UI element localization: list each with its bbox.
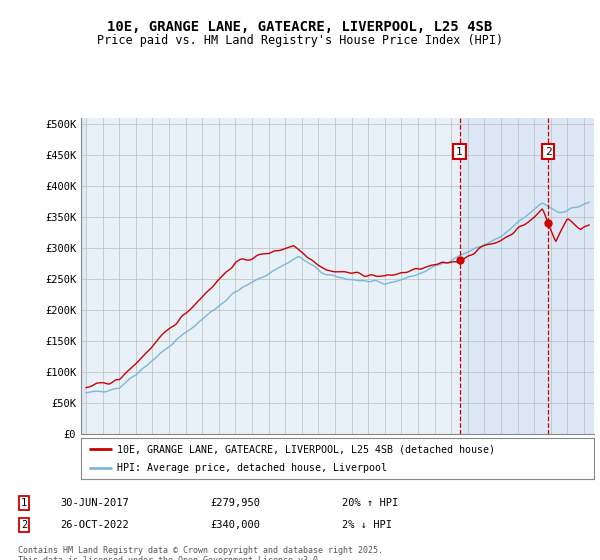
Text: 10E, GRANGE LANE, GATEACRE, LIVERPOOL, L25 4SB: 10E, GRANGE LANE, GATEACRE, LIVERPOOL, L… [107, 20, 493, 34]
Text: 20% ↑ HPI: 20% ↑ HPI [342, 498, 398, 508]
Text: 10E, GRANGE LANE, GATEACRE, LIVERPOOL, L25 4SB (detached house): 10E, GRANGE LANE, GATEACRE, LIVERPOOL, L… [117, 445, 495, 454]
Text: HPI: Average price, detached house, Liverpool: HPI: Average price, detached house, Live… [117, 463, 387, 473]
Text: Contains HM Land Registry data © Crown copyright and database right 2025.
This d: Contains HM Land Registry data © Crown c… [18, 546, 383, 560]
Text: 1: 1 [21, 498, 27, 508]
Text: Price paid vs. HM Land Registry's House Price Index (HPI): Price paid vs. HM Land Registry's House … [97, 34, 503, 46]
Text: £279,950: £279,950 [210, 498, 260, 508]
Text: 1: 1 [456, 147, 463, 157]
Text: £340,000: £340,000 [210, 520, 260, 530]
Text: 2: 2 [21, 520, 27, 530]
Text: 26-OCT-2022: 26-OCT-2022 [60, 520, 129, 530]
Text: 2% ↓ HPI: 2% ↓ HPI [342, 520, 392, 530]
Text: 30-JUN-2017: 30-JUN-2017 [60, 498, 129, 508]
Text: 2: 2 [545, 147, 551, 157]
